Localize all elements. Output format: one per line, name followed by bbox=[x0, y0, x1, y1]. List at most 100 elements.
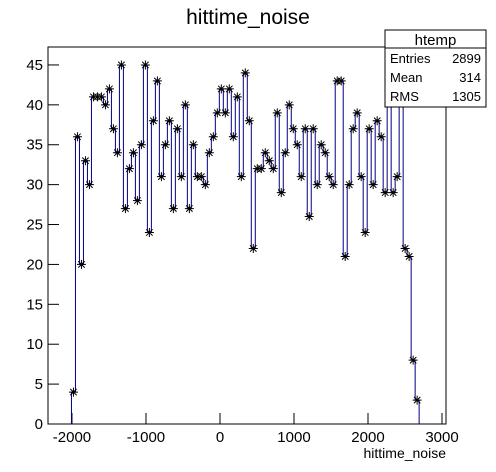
marker bbox=[336, 76, 346, 86]
marker bbox=[364, 124, 374, 134]
x-axis-label: hittime_noise bbox=[364, 445, 447, 461]
marker bbox=[328, 180, 338, 190]
stats-box bbox=[384, 29, 487, 108]
y-tick-label: 15 bbox=[26, 296, 43, 313]
marker bbox=[360, 228, 370, 238]
marker bbox=[240, 68, 250, 78]
marker bbox=[340, 251, 350, 261]
marker bbox=[348, 124, 358, 134]
marker bbox=[280, 148, 290, 158]
marker bbox=[244, 116, 254, 126]
marker bbox=[156, 172, 166, 182]
marker bbox=[264, 156, 274, 166]
marker bbox=[248, 243, 258, 253]
frame bbox=[47, 46, 447, 425]
marker bbox=[224, 84, 234, 94]
marker bbox=[164, 116, 174, 126]
marker bbox=[412, 395, 422, 405]
x-tick-label: -2000 bbox=[53, 429, 91, 446]
marker bbox=[308, 124, 318, 134]
marker bbox=[84, 180, 94, 190]
stats-value: 2899 bbox=[452, 51, 481, 66]
marker bbox=[76, 259, 86, 269]
marker bbox=[284, 100, 294, 110]
marker bbox=[108, 124, 118, 134]
marker bbox=[372, 116, 382, 126]
marker bbox=[176, 172, 186, 182]
marker bbox=[96, 92, 106, 102]
x-tick-label: 3000 bbox=[425, 429, 458, 446]
y-tick-label: 10 bbox=[26, 336, 43, 353]
marker bbox=[228, 132, 238, 142]
marker bbox=[120, 204, 130, 214]
marker bbox=[400, 243, 410, 253]
marker bbox=[292, 140, 302, 150]
marker bbox=[80, 156, 90, 166]
y-tick-label: 25 bbox=[26, 217, 43, 234]
stats-label: Mean bbox=[390, 70, 423, 85]
marker bbox=[200, 180, 210, 190]
marker bbox=[256, 164, 266, 174]
marker bbox=[168, 204, 178, 214]
marker bbox=[268, 164, 278, 174]
stats-title: htemp bbox=[415, 32, 457, 49]
marker bbox=[304, 212, 314, 222]
marker bbox=[128, 148, 138, 158]
x-tick-label: 2000 bbox=[351, 429, 384, 446]
marker bbox=[144, 228, 154, 238]
marker bbox=[352, 108, 362, 118]
marker bbox=[152, 76, 162, 86]
marker bbox=[376, 132, 386, 142]
marker bbox=[316, 140, 326, 150]
marker bbox=[196, 172, 206, 182]
marker bbox=[116, 60, 126, 70]
y-tick-label: 0 bbox=[35, 416, 43, 433]
marker bbox=[272, 108, 282, 118]
y-tick-label: 5 bbox=[35, 376, 43, 393]
marker bbox=[260, 148, 270, 158]
marker bbox=[180, 100, 190, 110]
marker bbox=[72, 132, 82, 142]
marker bbox=[216, 84, 226, 94]
marker bbox=[148, 116, 158, 126]
marker bbox=[404, 251, 414, 261]
marker bbox=[276, 188, 286, 198]
marker bbox=[212, 108, 222, 118]
marker bbox=[324, 172, 334, 182]
y-tick-label: 20 bbox=[26, 256, 43, 273]
marker bbox=[232, 92, 242, 102]
x-tick-label: 0 bbox=[216, 429, 224, 446]
y-tick-label: 40 bbox=[26, 97, 43, 114]
marker bbox=[172, 124, 182, 134]
marker bbox=[184, 204, 194, 214]
marker bbox=[312, 180, 322, 190]
y-tick-label: 30 bbox=[26, 177, 43, 194]
marker bbox=[68, 387, 78, 397]
y-tick-label: 35 bbox=[26, 137, 43, 154]
marker bbox=[208, 132, 218, 142]
marker bbox=[112, 148, 122, 158]
marker bbox=[136, 140, 146, 150]
marker bbox=[368, 180, 378, 190]
marker bbox=[132, 196, 142, 206]
marker bbox=[344, 180, 354, 190]
marker bbox=[220, 108, 230, 118]
marker bbox=[296, 172, 306, 182]
marker bbox=[104, 84, 114, 94]
marker bbox=[204, 148, 214, 158]
x-tick-label: 1000 bbox=[277, 429, 310, 446]
chart-title: hittime_noise bbox=[186, 6, 310, 29]
marker bbox=[140, 60, 150, 70]
marker bbox=[188, 140, 198, 150]
stats-label: Entries bbox=[390, 51, 431, 66]
stats-label: RMS bbox=[390, 89, 419, 104]
marker bbox=[160, 140, 170, 150]
marker bbox=[388, 188, 398, 198]
x-tick-label: -1000 bbox=[127, 429, 165, 446]
marker bbox=[392, 172, 402, 182]
marker bbox=[100, 100, 110, 110]
marker bbox=[380, 188, 390, 198]
marker bbox=[236, 172, 246, 182]
marker bbox=[288, 124, 298, 134]
